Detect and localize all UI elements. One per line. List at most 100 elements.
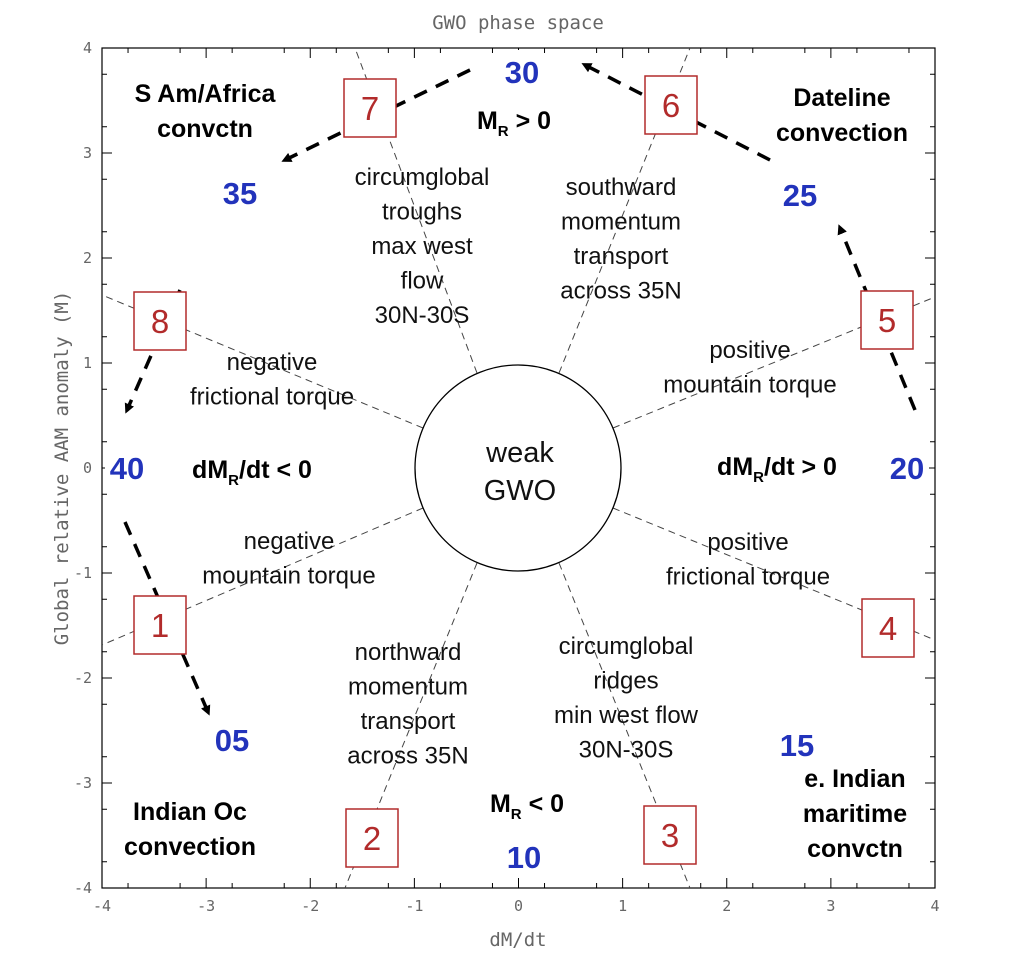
phase-box (133, 595, 187, 655)
process-label-line: negative (227, 349, 318, 376)
process-label: circumglobal ridges min west flow 30N-30S (554, 633, 699, 764)
center-label: weak GWO (484, 437, 557, 507)
phase-number: 1 (151, 607, 169, 644)
condition-sub: R (511, 806, 522, 823)
day-label: 05 (215, 723, 249, 758)
day-label: 25 (783, 178, 817, 213)
phase-box (861, 598, 915, 658)
y-tick-label: 1 (83, 354, 92, 372)
condition-sub: R (498, 123, 509, 140)
condition-tail: /dt > 0 (764, 453, 837, 481)
process-label-line: mountain torque (202, 563, 375, 590)
process-label-line: momentum (348, 674, 468, 701)
process-label: negative frictional torque (190, 349, 354, 411)
x-tick-label: 4 (930, 897, 939, 915)
process-label-line: southward (566, 174, 677, 201)
condition-tail: < 0 (522, 790, 564, 818)
y-tick-label: -1 (74, 564, 92, 582)
day-label: 30 (505, 55, 539, 90)
region-label: e. Indian maritime convctn (803, 765, 907, 863)
condition-lead: dM (192, 456, 228, 484)
process-label-line: frictional torque (666, 564, 830, 591)
x-tick-label: 0 (514, 897, 523, 915)
condition: dMR/dt > 0 (717, 453, 837, 486)
process-label-line: frictional torque (190, 384, 354, 411)
process-label-line: negative (244, 528, 335, 555)
day-label: 20 (890, 451, 924, 486)
process-label-line: positive (707, 529, 788, 556)
condition-lead: M (490, 790, 511, 818)
condition-lead: M (477, 107, 498, 135)
process-label-line: 30N-30S (579, 737, 674, 764)
condition: MR < 0 (490, 790, 564, 823)
region-label: Dateline convection (776, 84, 908, 147)
y-tick-label: 4 (83, 39, 92, 57)
condition-sub: R (753, 469, 764, 486)
region-label: S Am/Africa convctn (135, 80, 277, 143)
phase-number: 2 (363, 820, 381, 857)
y-tick-label: 0 (83, 459, 92, 477)
region-label-line: convection (124, 833, 256, 861)
process-label-line: circumglobal (559, 633, 694, 660)
x-tick-label: 3 (826, 897, 835, 915)
process-label: positive mountain torque (663, 337, 836, 399)
center-label-line: GWO (484, 475, 557, 507)
day-label: 15 (780, 728, 814, 763)
region-label: Indian Oc convection (124, 798, 256, 861)
day-label: 40 (110, 451, 144, 486)
y-tick-label: 2 (83, 249, 92, 267)
weak-gwo-circle (414, 364, 622, 572)
y-tick-label: -4 (74, 879, 92, 897)
region-label-line: e. Indian (804, 765, 905, 793)
phase-box (643, 805, 697, 865)
region-label-line: convection (776, 119, 908, 147)
region-label-line: convctn (807, 835, 903, 863)
process-label-line: troughs (382, 199, 462, 226)
phase-box (345, 808, 399, 868)
x-tick-label: -2 (301, 897, 319, 915)
process-label-line: circumglobal (355, 164, 490, 191)
process-label-line: transport (574, 243, 669, 270)
phase-box (860, 290, 914, 350)
condition-tail: > 0 (509, 107, 551, 135)
process-label-line: 30N-30S (375, 302, 470, 329)
center-label-line: weak (485, 437, 554, 469)
region-label-line: convctn (157, 115, 253, 143)
phase-box (133, 291, 187, 351)
title: GWO phase space (432, 12, 604, 34)
phase-number: 8 (151, 303, 169, 340)
process-label-line: across 35N (347, 743, 468, 770)
day-label: 35 (223, 176, 257, 211)
process-label-line: positive (709, 337, 790, 364)
x-tick-label: 2 (722, 897, 731, 915)
x-axis-label: dM/dt (489, 929, 546, 951)
x-tick-label: -3 (197, 897, 215, 915)
process-label-line: momentum (561, 209, 681, 236)
phase-number: 3 (661, 817, 679, 854)
process-label-line: across 35N (560, 278, 681, 305)
day-label: 10 (507, 840, 541, 875)
process-label-line: min west flow (554, 702, 699, 729)
process-label: negative mountain torque (202, 528, 375, 590)
region-label-line: maritime (803, 800, 907, 828)
y-tick-label: -3 (74, 774, 92, 792)
process-label: positive frictional torque (666, 529, 830, 591)
process-label-line: transport (361, 708, 456, 735)
y-tick-label: -2 (74, 669, 92, 687)
process-label-line: mountain torque (663, 372, 836, 399)
x-tick-label: -4 (93, 897, 111, 915)
phase-box (644, 75, 698, 135)
condition-sub: R (228, 472, 239, 489)
y-axis-label: Global relative AAM anomaly (M) (51, 291, 73, 646)
x-tick-label: 1 (618, 897, 627, 915)
condition: MR > 0 (477, 107, 551, 140)
process-label: northward momentum transport across 35N (347, 639, 468, 770)
process-label-line: max west (371, 233, 473, 260)
condition: dMR/dt < 0 (192, 456, 312, 489)
phase-box (343, 78, 397, 138)
day-bg (500, 50, 544, 90)
condition-tail: /dt < 0 (239, 456, 312, 484)
y-tick-label: 3 (83, 144, 92, 162)
process-label-line: ridges (593, 668, 658, 695)
